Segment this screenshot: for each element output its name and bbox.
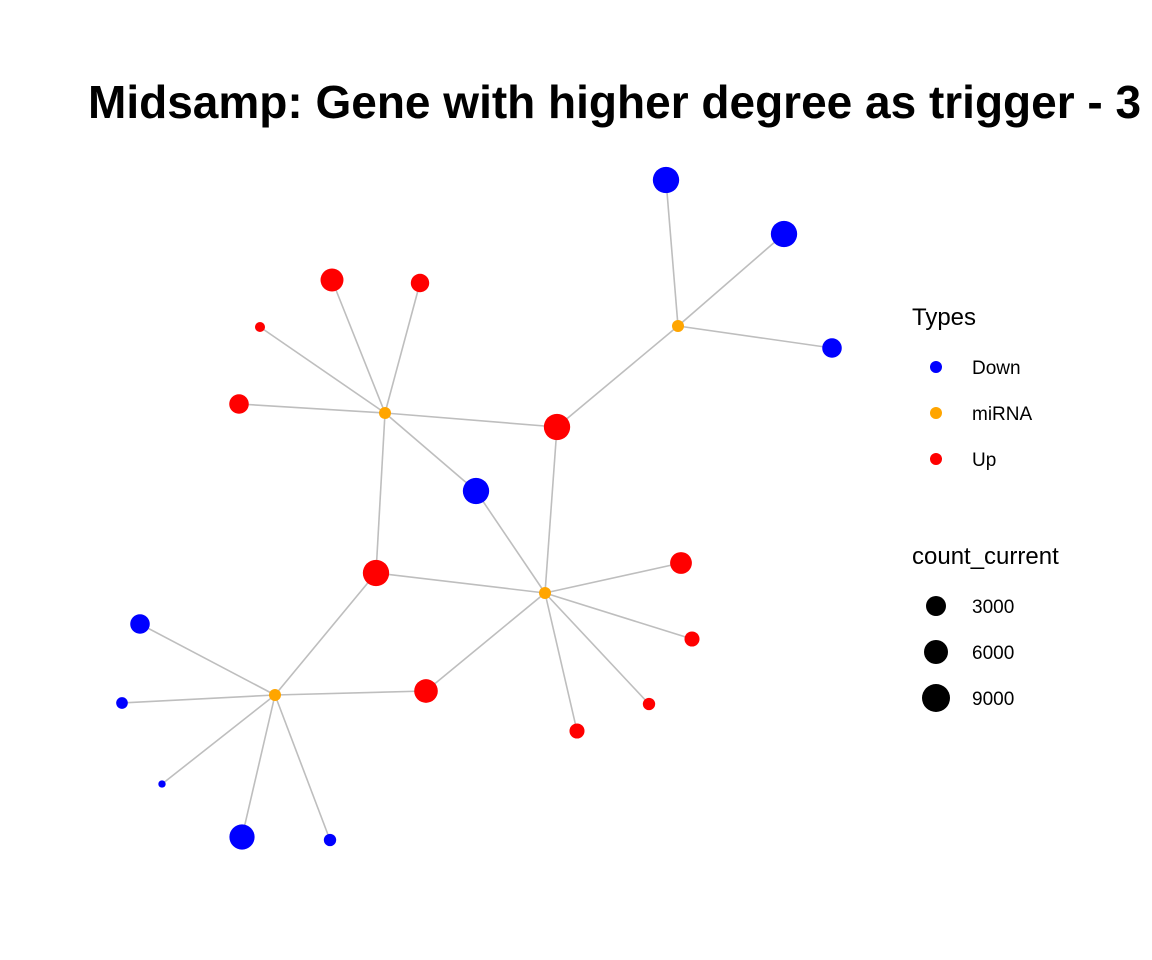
edge-m2-u5 — [384, 412, 558, 428]
node-up-u5 — [543, 413, 571, 441]
edge-m3-d4 — [475, 490, 546, 594]
edge-m2-u3 — [259, 326, 386, 414]
node-down-d8 — [229, 824, 255, 850]
edge-m1-d3 — [677, 325, 833, 349]
node-down-d7 — [158, 780, 166, 788]
node-up-u4 — [229, 394, 249, 414]
edge-m3-u10 — [544, 592, 578, 732]
network-nodes — [116, 166, 842, 850]
legend-size-title: count_current — [912, 543, 1059, 570]
edge-m2-d4 — [384, 412, 477, 492]
edge-m3-u8 — [544, 592, 693, 640]
edge-m4-d8 — [241, 694, 276, 838]
edge-m3-u5 — [544, 426, 558, 594]
node-up-u9 — [642, 697, 656, 711]
edge-m2-u4 — [238, 403, 386, 414]
node-down-d3 — [822, 338, 842, 358]
edge-m3-u7 — [544, 562, 682, 594]
edge-m3-u6 — [375, 572, 546, 594]
edge-m2-u2 — [384, 282, 421, 414]
legend-label-down: Down — [972, 358, 1021, 379]
node-up-u3 — [254, 321, 266, 333]
node-up-u7 — [670, 552, 692, 574]
legend-size-key-9000 — [922, 684, 950, 712]
legend-types-title: Types — [912, 304, 976, 331]
edge-m4-d5 — [139, 623, 276, 696]
edge-m2-u1 — [331, 279, 386, 414]
node-up-u1 — [320, 268, 344, 292]
legend-size-label-6000: 6000 — [972, 643, 1014, 664]
node-up-u2 — [410, 273, 430, 293]
legend-size: count_current 3000 6000 9000 — [912, 543, 1059, 712]
legend-size-label-9000: 9000 — [972, 689, 1014, 710]
node-up-u11 — [414, 679, 438, 703]
node-down-d2 — [770, 220, 798, 248]
node-down-d1 — [652, 166, 680, 194]
edge-m2-u6 — [375, 412, 386, 574]
legend-label-up: Up — [972, 450, 996, 471]
edge-m3-u9 — [544, 592, 650, 705]
legend-size-key-6000 — [924, 640, 948, 664]
edge-m4-u11 — [274, 690, 427, 696]
node-up-u10 — [569, 723, 585, 739]
node-down-d6 — [116, 697, 128, 709]
node-up-u8 — [684, 631, 700, 647]
edge-m4-d7 — [161, 694, 276, 785]
legend-key-mirna — [930, 407, 942, 419]
node-mirna-m3 — [539, 587, 551, 599]
node-up-u6 — [362, 559, 390, 587]
edge-m1-d2 — [677, 233, 785, 327]
edge-m4-u6 — [274, 572, 377, 696]
legend-types: Types Down miRNA Up — [912, 304, 1032, 471]
legend-size-label-3000: 3000 — [972, 597, 1014, 618]
legend-size-key-3000 — [926, 596, 946, 616]
node-mirna-m1 — [672, 320, 684, 332]
node-down-d5 — [130, 614, 150, 634]
edge-m1-u5 — [556, 325, 679, 428]
legend-key-up — [930, 453, 942, 465]
plot-title: Midsamp: Gene with higher degree as trig… — [88, 76, 1141, 128]
legend-key-down — [930, 361, 942, 373]
node-mirna-m4 — [269, 689, 281, 701]
node-down-d4 — [462, 477, 490, 505]
node-mirna-m2 — [379, 407, 391, 419]
edge-m4-d9 — [274, 694, 331, 841]
network-edges — [121, 179, 833, 841]
edge-m3-u11 — [425, 592, 546, 692]
edge-m1-d1 — [665, 179, 679, 327]
legend-label-mirna: miRNA — [972, 404, 1032, 425]
node-down-d9 — [323, 833, 337, 847]
edge-m4-d6 — [121, 694, 276, 704]
